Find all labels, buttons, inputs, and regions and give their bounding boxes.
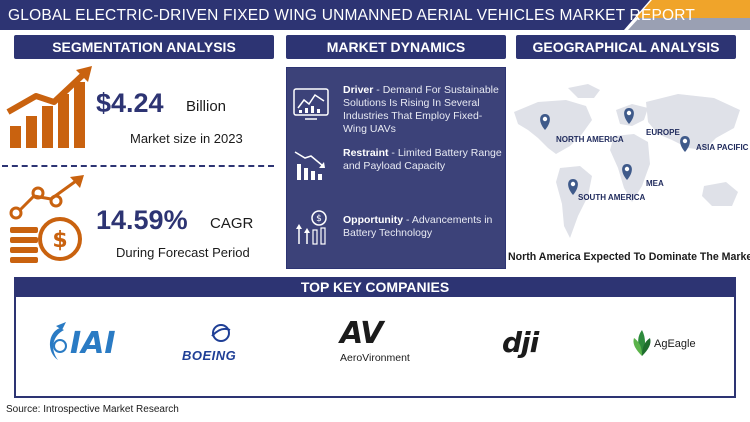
cagr-caption: During Forecast Period	[116, 245, 250, 260]
south-america-pin-icon	[568, 179, 578, 195]
boeing-logo-text: BOEING	[182, 348, 237, 363]
mea-pin-icon	[622, 164, 632, 180]
driver-description: - Demand For Sustainable Solutions Is Ri…	[343, 84, 499, 135]
cagr-unit: CAGR	[210, 215, 254, 232]
europe-pin-icon	[624, 108, 634, 124]
iai-emblem-icon	[49, 322, 67, 360]
region-south-america: SOUTH AMERICA	[578, 193, 646, 202]
cagr-value: 14.59%	[96, 205, 188, 235]
aerovironment-logo: AV AeroVironment	[336, 316, 428, 368]
opportunity-description: - Advancements in Battery Technology	[343, 214, 493, 239]
iai-logo-text: IAI	[70, 326, 116, 361]
market-size-unit: Billion	[186, 98, 227, 115]
world-map	[514, 84, 740, 238]
geography-footer: North America Expected To Dominate The M…	[508, 251, 750, 263]
iai-logo: IAI	[42, 322, 122, 366]
dji-logo: dji	[502, 326, 562, 362]
source-note: Source: Introspective Market Research	[6, 404, 179, 415]
region-mea: MEA	[646, 179, 664, 188]
opportunity-label: Opportunity	[343, 214, 404, 226]
asia-pacific-pin-icon	[680, 136, 690, 152]
opportunity-chart-icon: $	[296, 210, 327, 245]
restraint-label: Restraint	[343, 147, 389, 159]
region-north-america: NORTH AMERICA	[556, 135, 624, 144]
ageagle-logo-text: AgEagle	[654, 338, 696, 350]
av-logo-mark: AV	[340, 316, 383, 351]
svg-text:$: $	[316, 214, 322, 224]
north-america-pin-icon	[540, 114, 550, 130]
aerovironment-logo-text: AeroVironment	[340, 352, 410, 364]
segmentation-heading: SEGMENTATION ANALYSIS	[14, 35, 274, 59]
growth-chart-icon	[6, 66, 92, 148]
declining-chart-icon	[294, 151, 325, 180]
title-accent-orange	[636, 0, 750, 18]
market-size-value: $4.24	[96, 88, 164, 118]
title-accent-grey	[628, 18, 750, 30]
analytics-dashboard-icon	[293, 88, 329, 120]
boeing-logo: BOEING	[182, 322, 258, 366]
region-europe: EUROPE	[646, 128, 680, 137]
svg-text:$: $	[52, 228, 67, 253]
opportunity-text: Opportunity - Advancements in Battery Te…	[343, 214, 505, 240]
dji-logo-text: dji	[502, 326, 539, 359]
title-bar: GLOBAL ELECTRIC-DRIVEN FIXED WING UNMANN…	[0, 0, 750, 30]
dynamics-heading: MARKET DYNAMICS	[286, 35, 506, 59]
ageagle-leaf-icon	[633, 330, 651, 356]
geography-heading: GEOGRAPHICAL ANALYSIS	[516, 35, 736, 59]
market-size-caption: Market size in 2023	[130, 131, 243, 146]
title-bar-background	[0, 0, 650, 30]
money-stack-growth-icon: $	[9, 175, 84, 263]
ageagle-logo: AgEagle	[632, 328, 712, 362]
region-asia-pacific: ASIA PACIFIC	[696, 143, 749, 152]
dynamics-panel: Driver - Demand For Sustainable Solution…	[286, 67, 506, 269]
companies-heading: TOP KEY COMPANIES	[14, 277, 736, 297]
boeing-emblem-icon	[211, 324, 231, 342]
restraint-text: Restraint - Limited Battery Range and Pa…	[343, 147, 505, 173]
driver-text: Driver - Demand For Sustainable Solution…	[343, 84, 505, 136]
restraint-description: - Limited Battery Range and Payload Capa…	[343, 147, 502, 172]
report-title: GLOBAL ELECTRIC-DRIVEN FIXED WING UNMANN…	[8, 7, 696, 24]
driver-label: Driver	[343, 84, 374, 96]
segment-divider	[2, 165, 274, 167]
